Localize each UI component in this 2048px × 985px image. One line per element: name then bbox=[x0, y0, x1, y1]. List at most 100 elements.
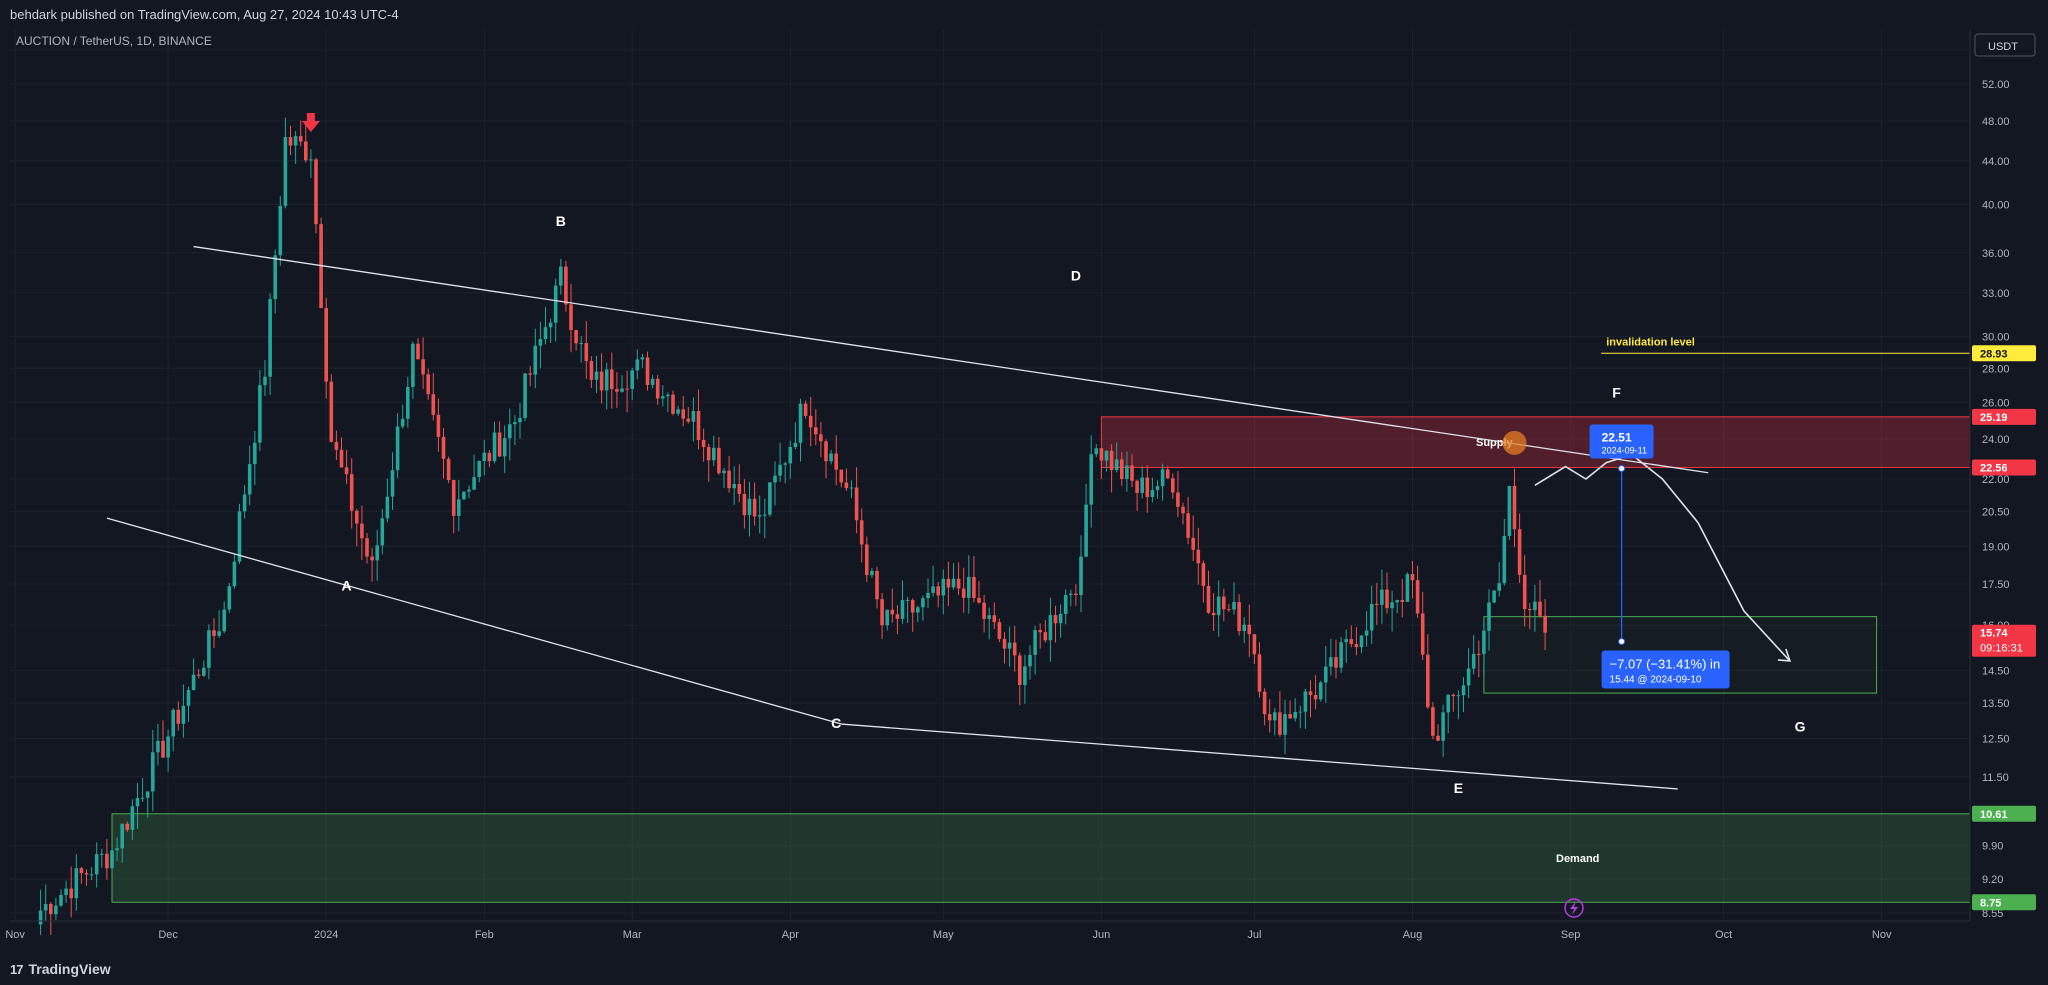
candle-body bbox=[1109, 450, 1114, 471]
candle-body bbox=[1538, 601, 1542, 616]
candle-body bbox=[931, 586, 935, 593]
top-marker-arrow-icon bbox=[301, 113, 320, 132]
trendline bbox=[841, 723, 1678, 790]
price-tick-label: 36.00 bbox=[1982, 248, 2010, 260]
candle-body bbox=[482, 452, 487, 462]
candle-body bbox=[508, 424, 512, 439]
candle-body bbox=[1477, 653, 1481, 655]
price-tick-label: 22.00 bbox=[1982, 474, 2010, 486]
candle-body bbox=[1436, 735, 1440, 741]
candle-body bbox=[518, 417, 522, 423]
candle-body bbox=[1446, 694, 1450, 713]
trendline bbox=[106, 517, 842, 725]
candle-body bbox=[788, 446, 793, 464]
candle-body bbox=[778, 464, 782, 476]
candle-body bbox=[1512, 486, 1517, 530]
candle-body bbox=[304, 141, 308, 161]
candle-body bbox=[365, 538, 369, 557]
candle-body bbox=[1380, 589, 1384, 605]
candle-body bbox=[1502, 535, 1507, 584]
candle-body bbox=[946, 578, 951, 588]
candle-body bbox=[1390, 602, 1394, 609]
candle-body bbox=[1171, 478, 1175, 493]
candle-body bbox=[49, 903, 53, 915]
candle-body bbox=[446, 458, 451, 481]
wave-label-d: D bbox=[1071, 267, 1081, 283]
candle-body bbox=[309, 159, 313, 161]
candle-body bbox=[298, 136, 303, 142]
candle-body bbox=[84, 873, 89, 875]
candle-body bbox=[339, 449, 344, 468]
candle-body bbox=[706, 446, 711, 461]
tradingview-logo[interactable]: 17 TradingView bbox=[10, 961, 111, 977]
candle-body bbox=[186, 690, 191, 706]
candle-body bbox=[1522, 574, 1527, 610]
candle-body bbox=[135, 798, 140, 807]
candle-body bbox=[1150, 490, 1155, 497]
wave-label-b: B bbox=[556, 213, 566, 229]
candle-body bbox=[926, 592, 930, 599]
candle-body bbox=[538, 339, 543, 346]
candle-body bbox=[416, 343, 420, 360]
candle-body bbox=[1206, 585, 1211, 613]
price-tick-label: 40.00 bbox=[1982, 200, 2010, 212]
candle-body bbox=[1058, 613, 1063, 624]
candle-body bbox=[1267, 714, 1272, 721]
projection-arrowhead bbox=[1777, 648, 1792, 662]
candle-body bbox=[1196, 549, 1201, 564]
candle-body bbox=[1517, 529, 1522, 575]
candle-body bbox=[334, 441, 339, 450]
candle-body bbox=[814, 427, 818, 435]
candle-body bbox=[1176, 492, 1180, 507]
candle-body bbox=[1247, 624, 1252, 635]
candle-body bbox=[436, 414, 441, 437]
candle-body bbox=[916, 607, 920, 613]
candle-body bbox=[1329, 657, 1333, 667]
candle-body bbox=[737, 484, 742, 494]
candle-body bbox=[1339, 642, 1343, 668]
zone-label-demand: Demand bbox=[1556, 853, 1599, 865]
candle-body bbox=[1232, 602, 1236, 610]
candle-body bbox=[1451, 694, 1456, 697]
candle-body bbox=[1216, 596, 1221, 616]
candle-body bbox=[798, 403, 803, 443]
candle-body bbox=[625, 388, 629, 390]
candle-body bbox=[1283, 714, 1287, 735]
price-tag bbox=[1972, 805, 2036, 822]
candle-body bbox=[865, 544, 869, 576]
price-tag-value: 15.74 bbox=[1980, 628, 2008, 640]
currency-button bbox=[1974, 33, 2036, 57]
candle-body bbox=[712, 447, 716, 461]
candle-body bbox=[100, 853, 104, 855]
time-tick-label: Jun bbox=[1093, 929, 1111, 941]
candle-body bbox=[1028, 654, 1032, 667]
candle-body bbox=[905, 600, 910, 602]
candle-body bbox=[1155, 486, 1160, 491]
price-tag bbox=[1972, 459, 2036, 476]
candle-body bbox=[441, 436, 446, 459]
price-tick-label: 9.20 bbox=[1982, 874, 2003, 886]
candle-body bbox=[1313, 694, 1318, 700]
price-tick-label: 13.50 bbox=[1982, 698, 2010, 710]
zone-supply bbox=[1100, 416, 1971, 468]
candle-body bbox=[502, 438, 507, 457]
candle-body bbox=[1023, 666, 1027, 686]
candle-body bbox=[451, 480, 456, 516]
candle-body bbox=[717, 447, 721, 474]
candle-body bbox=[1359, 635, 1364, 648]
candle-body bbox=[1461, 685, 1466, 696]
candle-body bbox=[43, 903, 48, 911]
measure-top-value: 22.51 bbox=[1602, 430, 1632, 444]
candle-body bbox=[640, 357, 645, 360]
candle-body bbox=[701, 440, 706, 447]
candle-body bbox=[1354, 644, 1359, 648]
time-tick-label: Mar bbox=[623, 929, 642, 941]
candle-body bbox=[961, 588, 966, 598]
candle-body bbox=[69, 888, 73, 899]
time-tick-label: Aug bbox=[1403, 929, 1423, 941]
zone-demand bbox=[111, 813, 1971, 903]
candle-body bbox=[992, 615, 997, 623]
candle-body bbox=[1431, 707, 1435, 736]
